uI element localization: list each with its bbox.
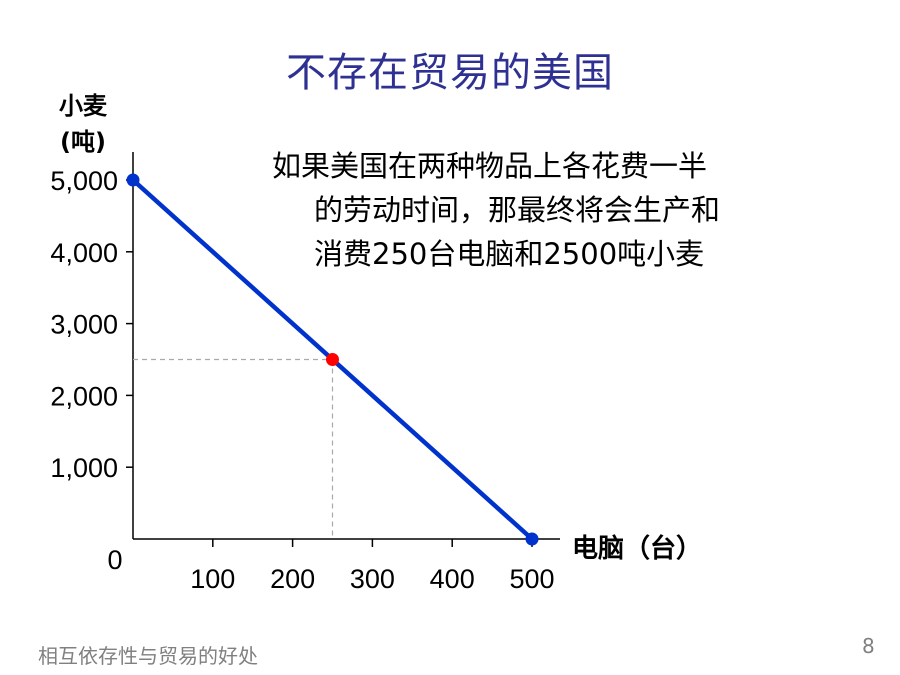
y-axis-label-line-2: (吨) [60,128,106,156]
y-tick-label: 2,000 [50,381,118,411]
endpoint-dot [525,532,539,546]
x-tick-label: 300 [350,564,395,594]
y-tick-label: 1,000 [50,453,118,483]
x-tick-label: 100 [190,564,235,594]
y-tick-label: 3,000 [50,310,118,340]
y-axis-label: 小麦 (吨) [48,88,118,160]
y-tick-label: 4,000 [50,238,118,268]
page-number: 8 [862,634,875,658]
explanation-text: 如果美国在两种物品上各花费一半 的劳动时间，那最终将会生产和 消费250台电脑和… [272,144,832,276]
consumption-point-dot [326,353,339,366]
explanation-line-3: 消费250台电脑和2500吨小麦 [314,237,705,271]
origin-label: 0 [107,545,122,575]
footer-text: 相互依存性与贸易的好处 [38,644,258,668]
x-tick-label: 500 [509,564,554,594]
y-tick-label: 5,000 [50,166,118,196]
explanation-line-1: 如果美国在两种物品上各花费一半 [272,149,708,183]
y-axis-label-line-1: 小麦 [59,92,107,120]
endpoint-dot [126,173,140,187]
slide-title: 不存在贸易的美国 [286,50,614,96]
x-tick-label: 200 [270,564,315,594]
explanation-line-2: 的劳动时间，那最终将会生产和 [314,193,721,227]
x-axis-label: 电脑（台） [572,534,703,564]
x-tick-label: 400 [430,564,475,594]
